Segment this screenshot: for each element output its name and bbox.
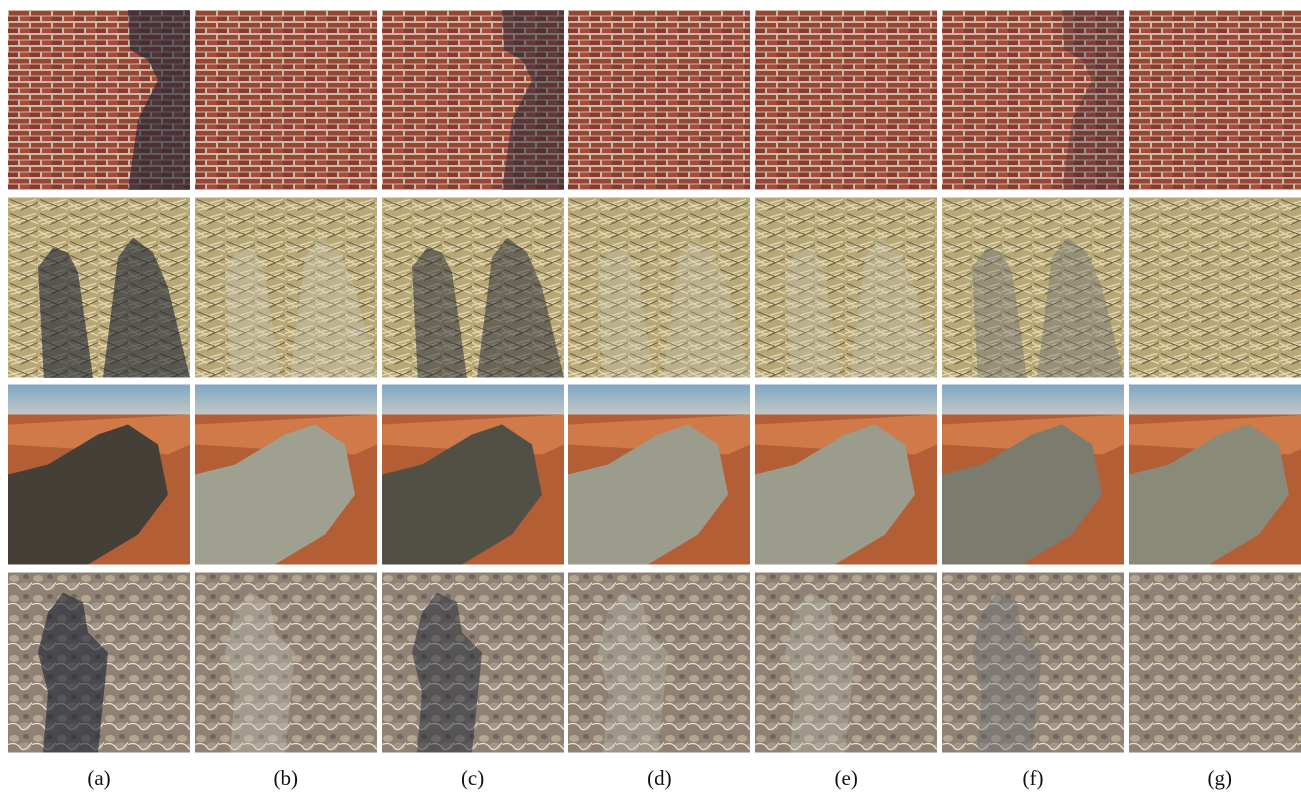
corner [195, 10, 260, 190]
image-tile [195, 572, 377, 753]
image-tile [195, 197, 377, 378]
caption: (c) [382, 766, 564, 791]
image-tile [755, 572, 937, 753]
corner [755, 10, 820, 190]
image-tile [195, 10, 377, 190]
caption: (f) [942, 766, 1124, 791]
image-tile [942, 197, 1124, 378]
image-tile [8, 10, 190, 190]
image-tile [755, 384, 937, 565]
caption: (b) [195, 766, 377, 791]
corner [1129, 10, 1194, 190]
image-tile [568, 384, 750, 565]
image-tile [8, 572, 190, 753]
image-tile [942, 572, 1124, 753]
texture [1129, 573, 1301, 753]
image-tile [382, 572, 564, 753]
image-tile [195, 384, 377, 565]
image-tile [1129, 10, 1301, 190]
image-tile [8, 384, 190, 565]
image-tile [1129, 572, 1301, 753]
caption: (e) [755, 766, 937, 791]
corner [568, 10, 633, 190]
image-tile [942, 384, 1124, 565]
image-tile [568, 197, 750, 378]
caption: (a) [8, 766, 190, 791]
image-tile [8, 197, 190, 378]
corner [382, 10, 447, 190]
image-tile [382, 10, 564, 190]
image-tile [568, 572, 750, 753]
image-tile [568, 10, 750, 190]
figure: (a)(b)(c)(d)(e)(f)(g) [0, 0, 1301, 799]
image-tile [382, 197, 564, 378]
image-tile [1129, 384, 1301, 565]
image-tile [1129, 197, 1301, 378]
image-tile [755, 10, 937, 190]
caption: (g) [1129, 766, 1301, 791]
texture [1129, 198, 1301, 378]
corner [942, 10, 1007, 190]
image-tile [382, 384, 564, 565]
image-tile [942, 10, 1124, 190]
corner [8, 10, 73, 190]
image-tile [755, 197, 937, 378]
caption: (d) [568, 766, 750, 791]
